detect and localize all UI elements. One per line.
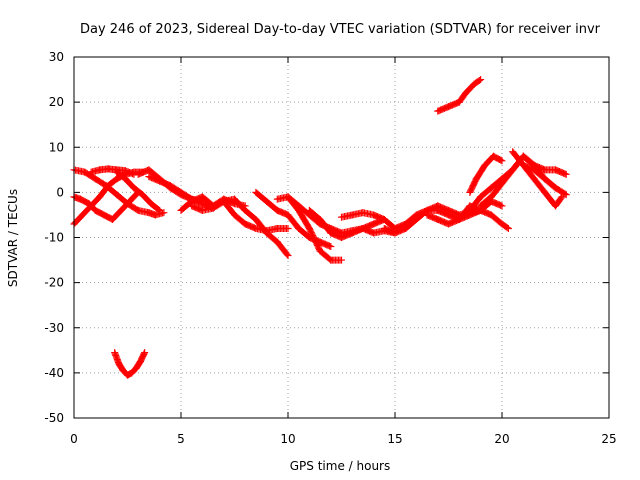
x-axis-label: GPS time / hours [290,459,391,473]
y-tick-label: -20 [44,276,64,290]
data-point [477,76,485,84]
data-point [156,206,164,214]
y-axis-ticks: 30 20 10 0 -10 -20 -30 -40 -50 [44,50,609,425]
data-point [128,170,136,178]
data-point [504,224,512,232]
series-arc-4 [87,165,138,178]
y-tick-label: 0 [56,185,64,199]
x-tick-label: 5 [177,432,185,446]
series-arc-24 [434,76,485,115]
y-tick-label: -40 [44,366,64,380]
series-arc-25 [111,349,149,379]
series-arc-22 [509,148,566,210]
data-point [160,209,168,217]
series-arc-1 [70,188,142,223]
data-point [562,170,570,178]
data-point [562,191,570,199]
data-point [284,252,292,260]
y-axis-label: SDTVAR / TECUs [6,189,20,287]
data-point [498,202,506,210]
y-tick-label: -30 [44,321,64,335]
data-point [475,76,483,84]
data-point [140,350,148,358]
y-tick-label: -50 [44,411,64,425]
grid [74,57,609,418]
x-tick-label: 15 [387,432,402,446]
series-arc-21 [477,152,570,210]
x-tick-label: 25 [601,432,616,446]
y-tick-label: 20 [49,95,64,109]
data-point [284,224,292,232]
chart-title: Day 246 of 2023, Sidereal Day-to-day VTE… [80,22,601,37]
y-tick-label: 30 [49,50,64,64]
data-point [497,156,505,164]
data-point [338,256,345,264]
y-tick-label: -10 [44,231,64,245]
data-point [154,205,162,213]
data-point [283,250,291,258]
data-point [327,243,335,251]
x-tick-label: 0 [70,432,78,446]
data-point [141,349,149,357]
data-point [503,224,511,232]
series-arc-23 [519,161,570,199]
series-arc-3 [70,166,168,219]
y-tick-label: 10 [49,140,64,154]
data-point [557,194,565,202]
data-point [498,157,506,165]
x-tick-label: 20 [494,432,509,446]
data-point [561,190,569,198]
data-points [70,76,570,379]
x-tick-label: 10 [280,432,295,446]
x-axis-ticks: 0 5 10 15 20 25 [70,57,617,446]
series-arc-20 [466,152,506,196]
series-arc-5 [113,168,164,214]
series-arc-10 [220,197,292,235]
